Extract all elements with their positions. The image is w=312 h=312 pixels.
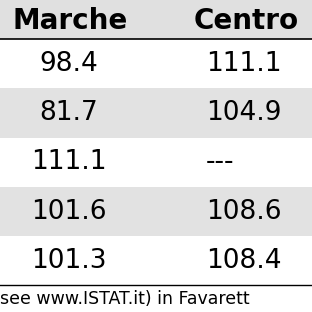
Text: Centro: Centro bbox=[193, 7, 299, 36]
Bar bbox=[0, 236, 312, 285]
Text: see www.ISTAT.it) in Favarett: see www.ISTAT.it) in Favarett bbox=[0, 290, 250, 308]
Text: 111.1: 111.1 bbox=[206, 51, 281, 77]
Bar bbox=[0, 138, 312, 187]
Bar bbox=[0, 39, 312, 88]
Bar bbox=[0, 0, 312, 39]
Bar bbox=[0, 88, 312, 138]
Text: 104.9: 104.9 bbox=[206, 100, 281, 126]
Bar bbox=[0, 187, 312, 236]
Text: 108.6: 108.6 bbox=[206, 198, 281, 225]
Text: 98.4: 98.4 bbox=[39, 51, 98, 77]
Text: 81.7: 81.7 bbox=[39, 100, 98, 126]
Text: 111.1: 111.1 bbox=[31, 149, 106, 175]
Text: ---: --- bbox=[206, 149, 234, 175]
Text: 101.3: 101.3 bbox=[31, 248, 106, 274]
Text: 101.6: 101.6 bbox=[31, 198, 106, 225]
Text: Marche: Marche bbox=[12, 7, 128, 36]
Text: 108.4: 108.4 bbox=[206, 248, 281, 274]
